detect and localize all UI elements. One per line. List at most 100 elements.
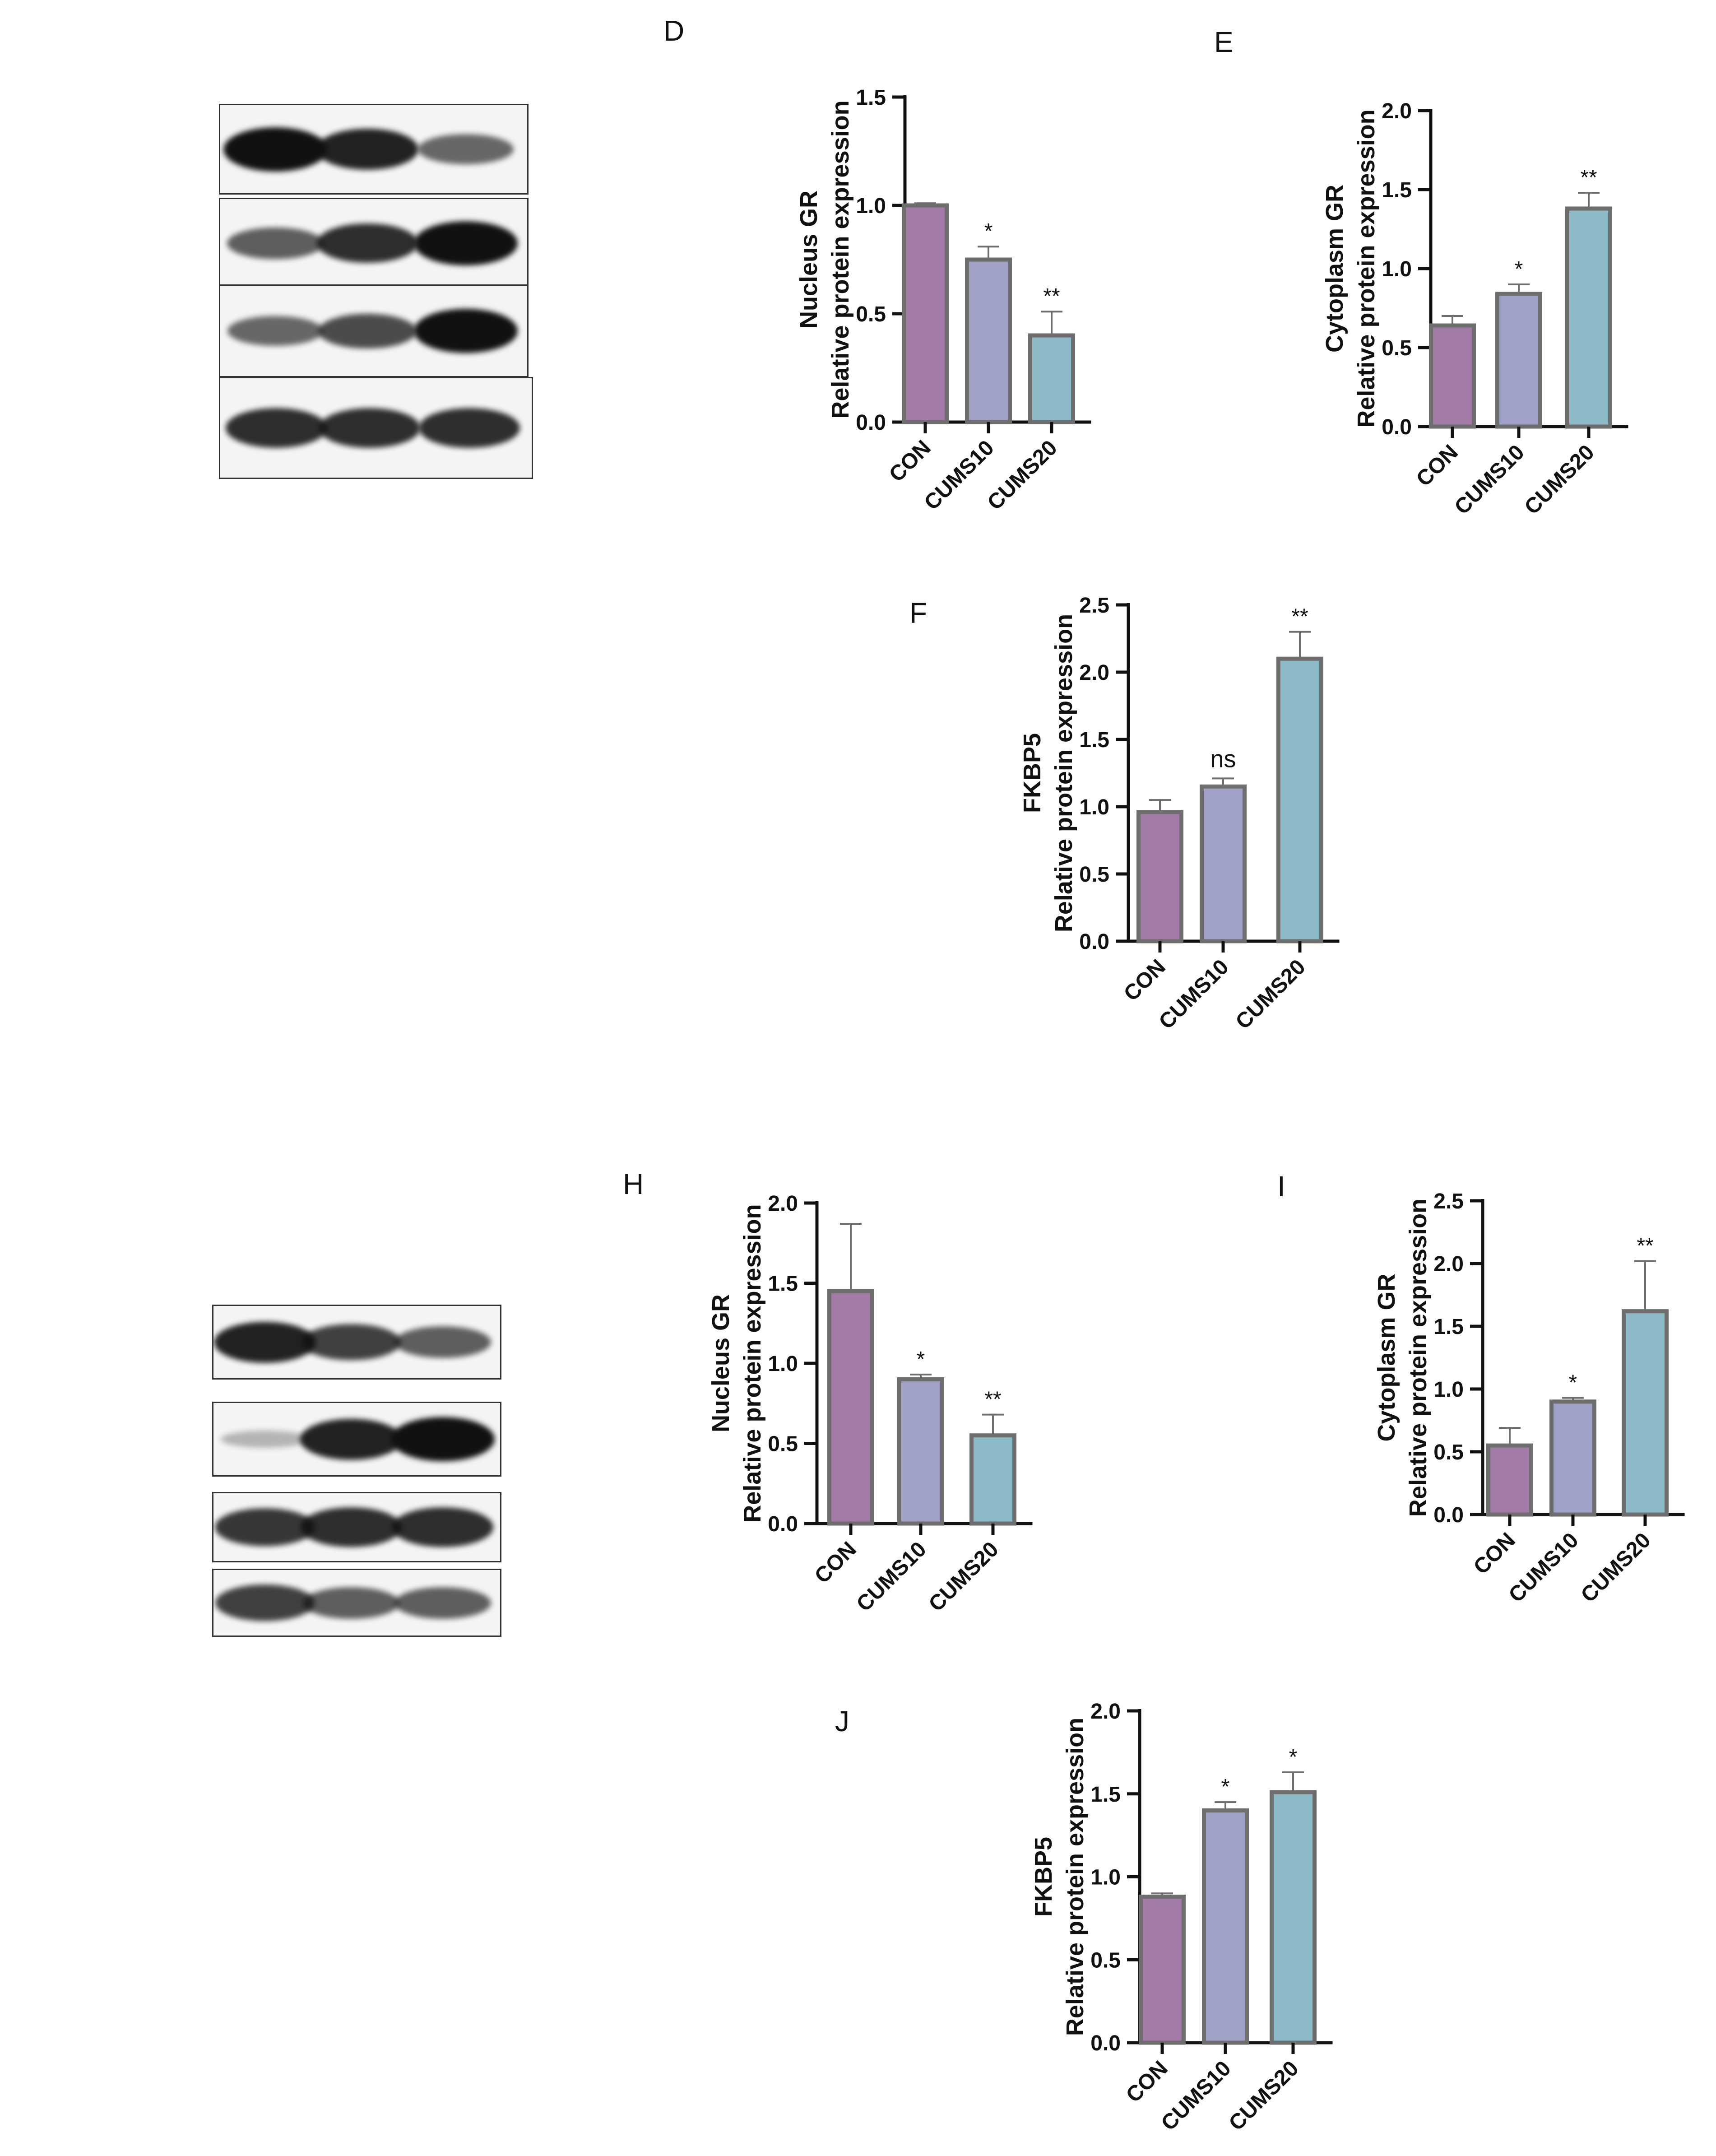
significance-label: **	[1637, 1234, 1653, 1258]
y-tick-label: 0.5	[856, 302, 886, 326]
y-tick-label: 2.5	[1433, 1190, 1464, 1213]
significance-label: *	[1289, 1745, 1298, 1769]
y-tick-label: 2.0	[1433, 1252, 1464, 1276]
protein-band	[302, 1587, 399, 1619]
y-tick-label: 1.5	[856, 86, 886, 110]
y-axis-label-bottom: Relative protein expression	[1353, 109, 1380, 427]
significance-label: *	[1569, 1371, 1577, 1394]
protein-band	[394, 1326, 491, 1358]
protein-band	[215, 1508, 315, 1546]
protein-band	[394, 1587, 491, 1619]
protein-band	[300, 1418, 402, 1460]
protein-band	[317, 223, 418, 263]
y-tick-label: 0.0	[768, 1512, 798, 1536]
y-tick-label: 1.0	[1079, 795, 1109, 819]
y-tick-label: 0.5	[768, 1432, 798, 1456]
y-tick-label: 0.0	[1433, 1503, 1464, 1527]
y-tick-label: 2.0	[768, 1192, 798, 1216]
panel-letter: J	[835, 1705, 849, 1738]
significance-label: **	[1043, 284, 1060, 308]
blot-strip	[212, 1402, 501, 1477]
protein-band	[221, 1430, 310, 1448]
significance-label: ns	[1210, 745, 1236, 772]
y-tick-label: 0.0	[856, 411, 886, 435]
y-axis-label-bottom: Relative protein expression	[1050, 614, 1077, 932]
y-tick-label: 1.0	[856, 194, 886, 218]
protein-band	[318, 313, 417, 348]
significance-label: *	[984, 219, 993, 243]
y-tick-label: 2.0	[1079, 661, 1109, 685]
protein-band	[319, 408, 421, 448]
significance-label: **	[1291, 605, 1308, 629]
y-tick-label: 0.5	[1382, 336, 1412, 360]
y-tick-label: 2.0	[1382, 99, 1412, 123]
y-axis-label-bottom: Relative protein expression	[827, 100, 854, 418]
x-tick-label: CUMS20	[1224, 2056, 1303, 2135]
y-tick-label: 2.5	[1079, 594, 1109, 618]
y-tick-label: 1.0	[1090, 1866, 1121, 1890]
y-axis-label-top: FKBP5	[1019, 733, 1046, 813]
blot-strip	[219, 284, 529, 377]
y-tick-label: 0.0	[1382, 415, 1412, 439]
protein-band	[414, 221, 518, 265]
blot-strip	[219, 377, 533, 479]
y-tick-label: 1.5	[1090, 1783, 1121, 1807]
y-tick-label: 1.0	[768, 1352, 798, 1376]
protein-band	[227, 316, 324, 346]
y-tick-label: 1.0	[1382, 257, 1412, 281]
bar	[1565, 206, 1612, 429]
significance-label: *	[917, 1348, 925, 1371]
y-tick-label: 0.5	[1433, 1440, 1464, 1464]
significance-label: **	[984, 1388, 1001, 1412]
y-axis-label-top: FKBP5	[1030, 1837, 1057, 1917]
protein-band	[226, 408, 327, 448]
protein-band	[223, 127, 328, 172]
significance-label: **	[1580, 166, 1597, 190]
protein-band	[414, 309, 518, 353]
y-tick-label: 1.5	[1382, 178, 1412, 202]
y-axis-label-bottom: Relative protein expression	[1405, 1199, 1432, 1517]
protein-band	[419, 408, 520, 448]
y-tick-label: 2.0	[1090, 1700, 1121, 1724]
panel-letter: F	[909, 597, 927, 629]
significance-label: *	[1221, 1775, 1230, 1799]
significance-label: *	[1515, 257, 1523, 281]
protein-band	[391, 1417, 495, 1461]
y-axis-label-bottom: Relative protein expression	[739, 1204, 766, 1522]
y-tick-label: 1.5	[1433, 1315, 1464, 1339]
protein-band	[215, 1584, 315, 1621]
protein-band	[418, 134, 514, 164]
blot-strip	[212, 1492, 501, 1562]
bar	[1136, 810, 1183, 943]
protein-band	[316, 129, 419, 170]
bar	[1276, 656, 1323, 943]
protein-band	[214, 1321, 316, 1363]
y-tick-label: 0.0	[1079, 930, 1109, 954]
panel-letter: E	[1214, 26, 1234, 58]
bar	[1270, 1790, 1317, 2045]
y-axis-label-top: Cytoplasm GR	[1373, 1273, 1400, 1441]
y-axis-label-top: Nucleus GR	[707, 1294, 734, 1432]
blot-strip	[212, 1305, 501, 1380]
panel-letter: D	[663, 14, 684, 47]
y-axis-label-bottom: Relative protein expression	[1062, 1718, 1089, 2036]
bar	[1200, 784, 1247, 943]
panel-letter: H	[623, 1168, 644, 1200]
y-axis-label-top: Cytoplasm GR	[1321, 185, 1348, 353]
y-tick-label: 0.5	[1079, 863, 1109, 887]
x-tick-label: CUMS10	[1157, 2056, 1236, 2135]
y-tick-label: 0.5	[1090, 1948, 1121, 1972]
protein-band	[301, 1324, 401, 1361]
bar	[1202, 1808, 1249, 2045]
protein-band	[227, 227, 324, 259]
blot-strip	[219, 198, 529, 288]
x-tick-label: CON	[1122, 2056, 1173, 2107]
blot-strip	[219, 104, 529, 195]
y-tick-label: 0.0	[1090, 2031, 1121, 2055]
